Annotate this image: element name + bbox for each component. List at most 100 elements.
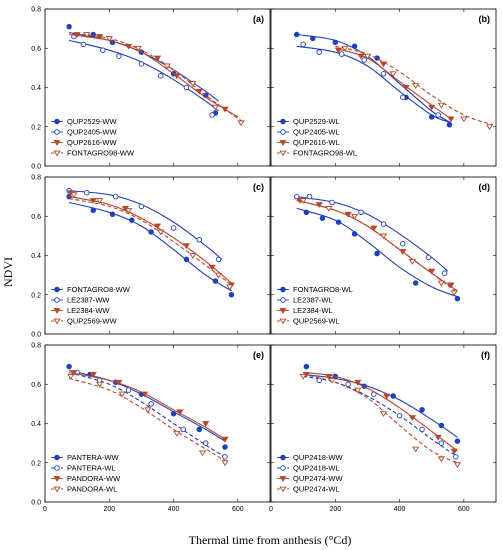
legend-label: QUP2569-WL (293, 317, 340, 326)
data-point (438, 422, 445, 429)
data-point (221, 460, 229, 467)
legend-marker (279, 318, 287, 325)
fit-curve (296, 33, 452, 124)
series-le2387-wl: LE2387-WL (277, 193, 449, 305)
legend-marker (279, 140, 287, 146)
series-qup2474-wl: QUP2474-WL (277, 373, 462, 494)
data-point (148, 401, 154, 407)
fit-curve (296, 207, 458, 298)
y-tick-label: 0.4 (31, 85, 41, 92)
data-point (361, 57, 367, 63)
data-point (189, 253, 197, 259)
legend-label: PANTERA-WL (67, 464, 116, 473)
data-point (115, 379, 123, 386)
y-tick-label: 0.8 (31, 343, 41, 350)
data-point (390, 393, 396, 399)
x-axis-title: Thermal time from anthesis (°Cd) (189, 533, 352, 547)
data-point (446, 122, 453, 128)
legend-label: QUP2474-WW (293, 474, 344, 483)
legend-marker (53, 150, 61, 157)
y-tick-label: 0.4 (31, 421, 41, 428)
data-point (363, 53, 372, 60)
data-point (163, 63, 171, 70)
legend-label: QUP2529-WL (293, 117, 340, 126)
series-fontagro98-wl: FONTAGRO98-WL (277, 45, 494, 158)
data-point (66, 23, 72, 30)
data-point (325, 373, 333, 380)
legend-marker (279, 150, 287, 157)
data-point (176, 409, 184, 416)
legend-marker (54, 118, 60, 125)
legend-label: FONTAGRO98-WL (293, 149, 357, 158)
fit-curve (69, 33, 239, 118)
data-point (173, 430, 181, 437)
y-tick-label: 0.8 (31, 7, 41, 14)
y-axis-title: NDVI (1, 257, 15, 287)
data-point (344, 211, 352, 218)
data-point (412, 83, 420, 89)
data-point (306, 193, 313, 200)
data-point (70, 192, 78, 199)
data-point (374, 250, 380, 257)
chart-panel: 0.0 0.2 0.4 0.6 0.8 0 200 400 600 (e) PANTERA-WW PA… (31, 343, 271, 513)
series-qup2418-ww: QUP2418-WW (277, 363, 461, 462)
legend-marker (280, 297, 286, 303)
legend-label: QUP2474-WL (293, 485, 340, 494)
data-point (100, 47, 106, 53)
data-point (380, 221, 387, 227)
data-point (153, 223, 162, 230)
legend-marker (279, 486, 287, 493)
y-tick-label: 0.6 (31, 382, 41, 389)
data-point (341, 45, 349, 52)
fit-curve (68, 371, 226, 458)
legend-marker (54, 454, 60, 461)
data-point (485, 124, 494, 131)
fit-curve (303, 373, 458, 438)
data-point (84, 189, 90, 196)
x-tick-label: 0 (43, 506, 47, 513)
data-point (67, 373, 75, 380)
data-point (351, 231, 358, 237)
data-point (310, 35, 316, 42)
legend-label: LE2387-WL (293, 296, 333, 305)
legend-marker (280, 129, 286, 135)
data-point (66, 363, 72, 370)
legend-marker (280, 465, 286, 471)
data-point (138, 203, 145, 210)
data-point (221, 436, 229, 443)
panel-label: (a) (253, 14, 264, 24)
y-tick-label: 0.4 (31, 253, 41, 260)
data-point (212, 278, 219, 284)
fit-curve (302, 373, 458, 464)
fit-curve (303, 371, 458, 452)
series-qup2569-wl: QUP2569-WL (277, 198, 458, 326)
legend-marker (53, 486, 61, 493)
data-point (338, 51, 345, 57)
panel-label: (b) (479, 14, 491, 24)
legend-marker (280, 286, 286, 293)
legend-marker (53, 308, 61, 314)
x-tick-label: 600 (232, 506, 244, 513)
data-point (170, 410, 177, 417)
fit-curve (68, 201, 232, 292)
data-point (425, 254, 432, 261)
data-point (116, 53, 122, 59)
data-point (173, 73, 181, 80)
data-point (202, 421, 210, 427)
data-point (419, 426, 425, 433)
series-qup2569-ww: QUP2569-WW (51, 192, 234, 326)
fit-curve (335, 45, 493, 126)
fit-curve (68, 198, 232, 286)
data-point (70, 370, 78, 376)
legend-marker (54, 297, 60, 303)
data-point (196, 426, 203, 433)
legend-label: QUP2405-WW (67, 128, 118, 137)
data-point (396, 412, 403, 419)
data-point (293, 193, 300, 200)
data-point (332, 39, 339, 46)
legend-marker (54, 286, 60, 293)
legend-marker (53, 140, 61, 146)
legend-marker (279, 308, 287, 314)
